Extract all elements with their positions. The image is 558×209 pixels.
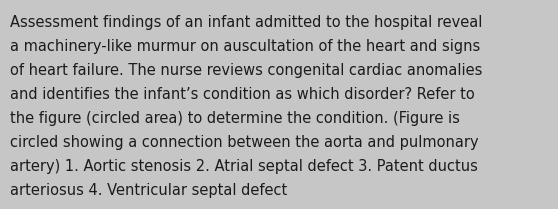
Text: of heart failure. The nurse reviews congenital cardiac anomalies: of heart failure. The nurse reviews cong… — [10, 63, 483, 78]
Text: circled showing a connection between the aorta and pulmonary: circled showing a connection between the… — [10, 135, 479, 150]
Text: artery) 1. Aortic stenosis 2. Atrial septal defect 3. Patent ductus: artery) 1. Aortic stenosis 2. Atrial sep… — [10, 159, 478, 174]
Text: the figure (circled area) to determine the condition. (Figure is: the figure (circled area) to determine t… — [10, 111, 460, 126]
Text: a machinery-like murmur on auscultation of the heart and signs: a machinery-like murmur on auscultation … — [10, 39, 480, 54]
Text: and identifies the infant’s condition as which disorder? Refer to: and identifies the infant’s condition as… — [10, 87, 475, 102]
Text: Assessment findings of an infant admitted to the hospital reveal: Assessment findings of an infant admitte… — [10, 15, 483, 30]
Text: arteriosus 4. Ventricular septal defect: arteriosus 4. Ventricular septal defect — [10, 183, 287, 198]
